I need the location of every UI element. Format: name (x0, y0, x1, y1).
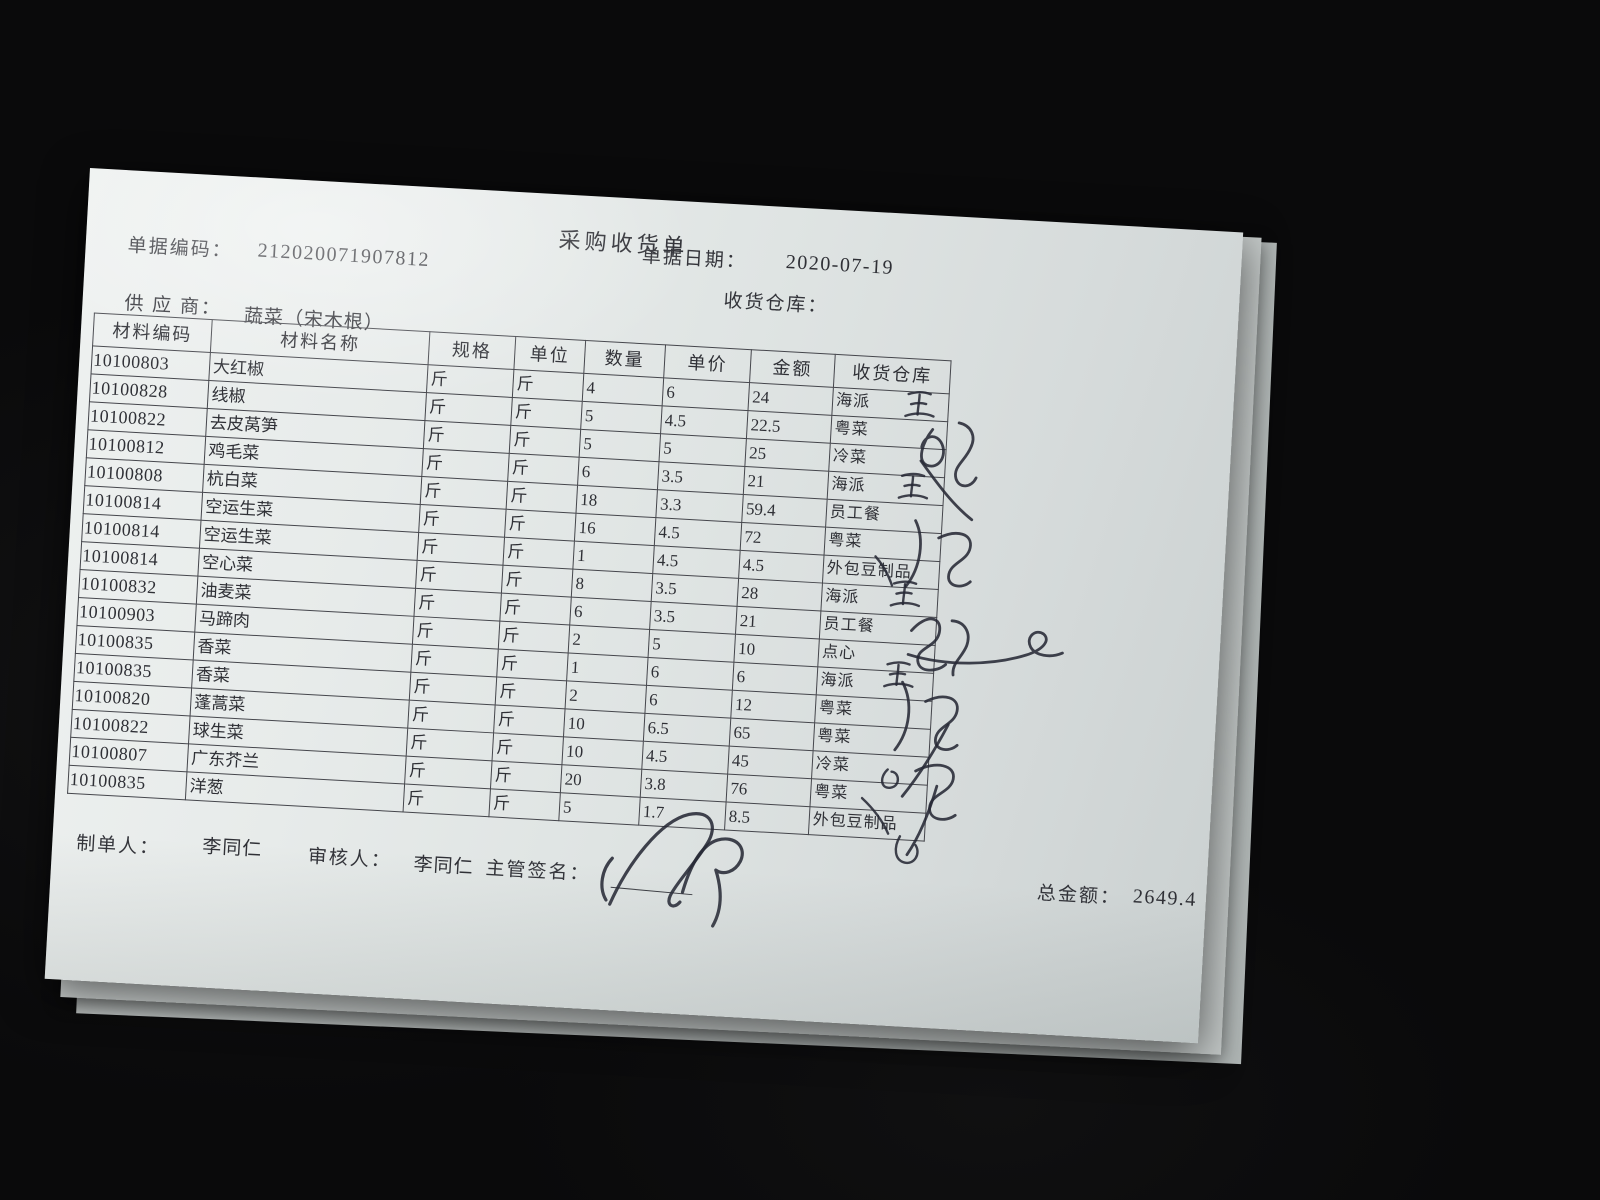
reviewer-label: 审核人： (307, 846, 393, 872)
table-cell: 斤 (496, 649, 569, 681)
column-header: 规格 (428, 331, 516, 370)
table-cell: 斤 (403, 784, 491, 817)
signature-line (610, 886, 693, 896)
table-cell: 斤 (507, 453, 580, 486)
table-cell: 斤 (502, 537, 575, 570)
table-cell: 1.7 (638, 797, 727, 830)
reviewer-value: 李同仁 (413, 854, 475, 879)
table-cell: 斤 (488, 788, 561, 821)
table-cell: 5 (579, 429, 661, 462)
table-cell: 斤 (498, 621, 570, 653)
table-cell: 10 (561, 736, 644, 770)
date-value: 2020-07-19 (785, 251, 895, 280)
table-cell: 6 (577, 457, 659, 490)
table-cell: 10100835 (67, 765, 187, 800)
total-value: 2649.4 (1132, 885, 1198, 911)
table-cell: 斤 (512, 369, 584, 402)
table-cell: 8 (571, 569, 653, 602)
table-cell: 斤 (492, 732, 564, 765)
table-cell: 8.5 (724, 801, 810, 835)
receipt-paper: 单据编码： 212020071907812 采购收货单 单据日期： 2020-0… (44, 168, 1244, 1044)
table-cell: 18 (575, 485, 658, 518)
table-cell: 16 (574, 513, 656, 546)
items-table: 材料编码 材料名称 规格 单位 数量 单价 金额 收货仓库 10100803 大红椒斤斤 4 6 24… (67, 312, 952, 842)
table-cell: 斤 (501, 565, 573, 598)
table-cell: 5 (558, 792, 641, 826)
table-cell: 斤 (504, 509, 576, 542)
table-cell: 1 (566, 652, 649, 686)
table-cell: 4 (582, 373, 664, 406)
warehouse-label: 收货仓库： (722, 290, 829, 318)
column-header: 单位 (513, 336, 586, 374)
column-header: 单价 (663, 344, 752, 383)
table-cell: 6 (569, 597, 652, 630)
table-cell: 斤 (490, 760, 562, 793)
table-cell: 斤 (495, 676, 567, 709)
table-cell: 斤 (499, 593, 572, 625)
table-cell: 外包豆制品 (808, 806, 926, 842)
table-body: 10100803 大红椒斤斤 4 6 24 海派 10100828 线椒斤斤 5 4.5 22.5 粤… (67, 345, 950, 842)
table-cell: 10 (563, 708, 645, 742)
table-cell: 2 (565, 680, 647, 714)
table-cell: 20 (560, 764, 642, 798)
preparer-label: 制单人： (75, 833, 161, 859)
doc-code-label: 单据编码： (127, 235, 234, 263)
table-cell: 2 (568, 624, 650, 658)
doc-code-value: 212020071907812 (257, 239, 431, 272)
table-cell: 斤 (510, 397, 583, 430)
table-cell: 1 (572, 541, 655, 574)
preparer-value: 李同仁 (201, 836, 263, 861)
table-cell: 斤 (493, 704, 566, 737)
date-label: 单据日期： (641, 245, 748, 273)
column-header: 金额 (749, 349, 836, 388)
table-cell: 斤 (509, 425, 581, 458)
total-label: 总金额： (1036, 883, 1122, 909)
column-header: 数量 (583, 340, 666, 378)
supervisor-sign-label: 主管签名： (484, 858, 591, 886)
table-cell: 5 (580, 401, 663, 434)
table-cell: 斤 (506, 481, 578, 514)
